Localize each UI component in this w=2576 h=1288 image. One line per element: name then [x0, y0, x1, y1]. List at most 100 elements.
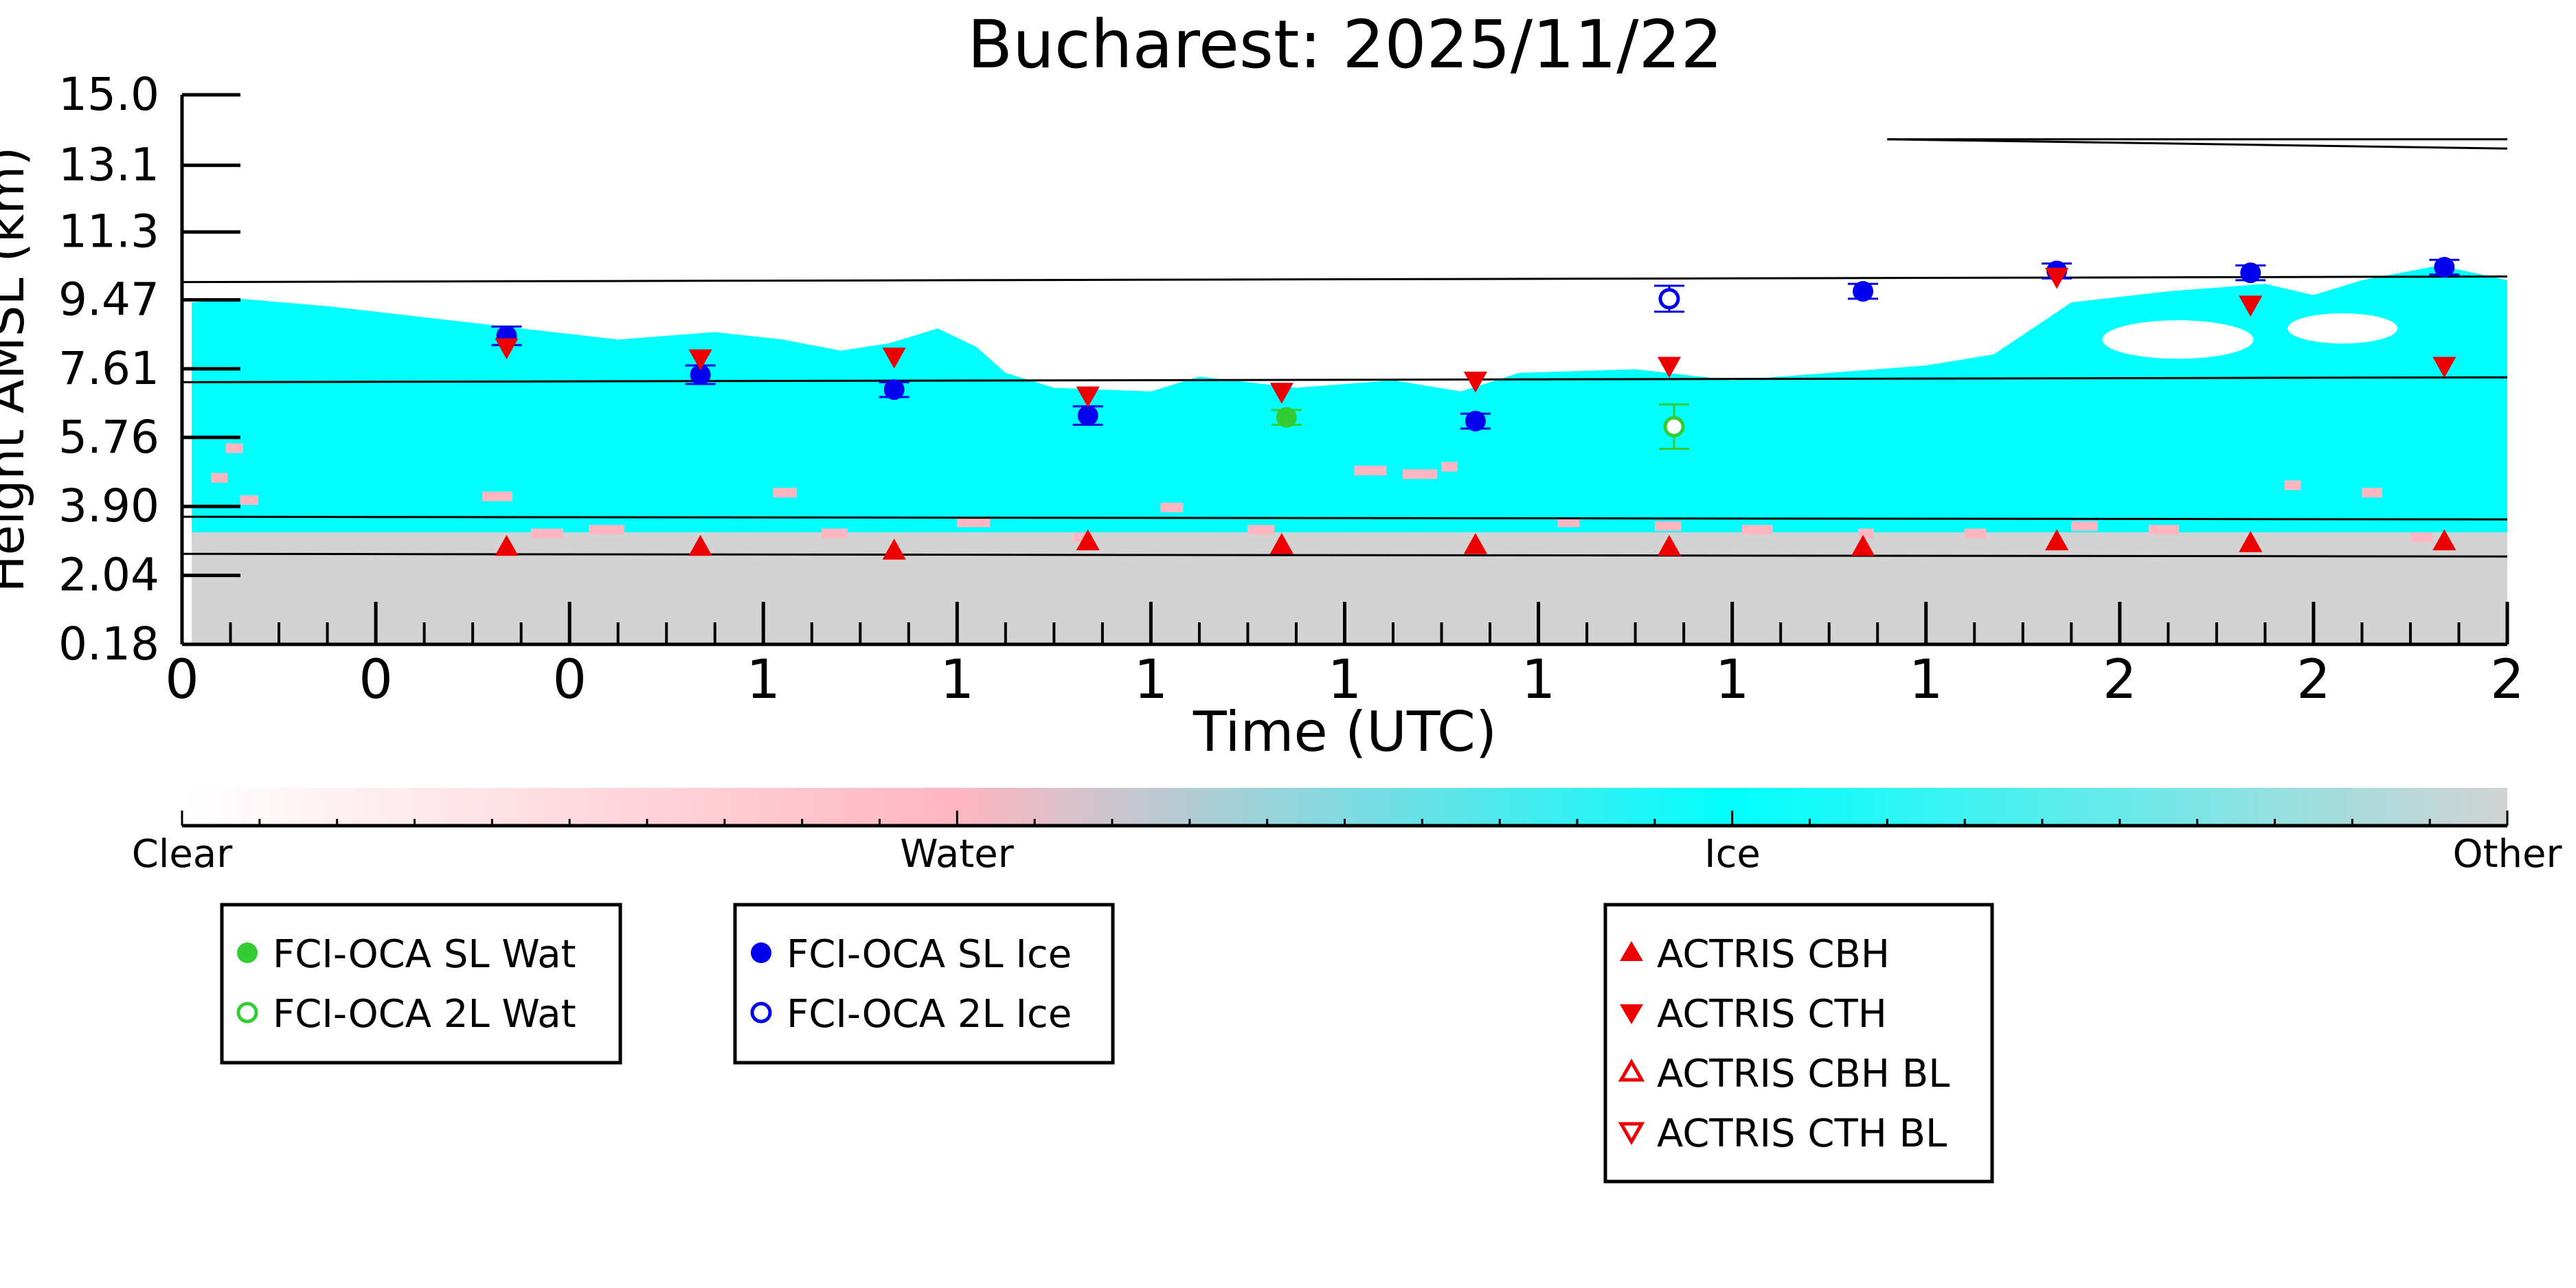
cloud-phase-background — [192, 265, 2507, 644]
x-tick-label: 1 — [1522, 649, 1556, 711]
water-speck — [1557, 517, 1580, 528]
reference-line — [182, 515, 2507, 521]
point-actris-cbh — [2432, 529, 2456, 551]
chart-title: Bucharest: 2025/11/22 — [967, 6, 1722, 83]
y-tick-label: 15.0 — [58, 68, 159, 121]
colorbar-ticks — [181, 811, 2509, 826]
point-actris-cth — [1657, 357, 1682, 379]
point-fci-oca-sl-ice — [2434, 257, 2455, 278]
legend-marker-sl-wat — [237, 942, 258, 963]
water-speck — [2410, 532, 2433, 542]
legend-box-actris — [1603, 903, 1994, 1184]
water-speck — [240, 495, 258, 505]
reference-line — [1887, 138, 2507, 150]
point-actris-cth — [882, 347, 906, 369]
water-speck — [773, 488, 798, 498]
water-speck — [482, 491, 512, 501]
water-speck — [1858, 528, 1875, 539]
y-tick-label: 3.90 — [58, 479, 159, 532]
y-tick-label: 5.76 — [58, 411, 159, 464]
x-tick-label: 1 — [940, 649, 975, 711]
x-tick-label: 2 — [2490, 649, 2524, 711]
reference-line — [182, 376, 2507, 383]
point-actris-cbh — [1463, 532, 1488, 554]
marker-layer — [491, 257, 2460, 560]
point-actris-cth — [2239, 295, 2263, 317]
point-actris-cbh — [495, 534, 519, 556]
reference-lines — [182, 138, 2507, 558]
point-fci-oca-2l-wat — [1663, 416, 1685, 438]
water-speck — [530, 528, 563, 539]
point-fci-oca-sl-ice — [1465, 411, 1486, 432]
legend-marker-cth — [1620, 1004, 1643, 1024]
legend-label-2l-ice: FCI-OCA 2L Ice — [787, 992, 1072, 1037]
x-tick-label: 1 — [1909, 649, 1943, 711]
x-tick-label: 1 — [1715, 649, 1750, 711]
legend-box-ice — [733, 903, 1115, 1065]
point-actris-cbh — [1851, 534, 1875, 556]
point-actris-cth — [1463, 372, 1488, 393]
point-fci-oca-2l-ice — [1658, 288, 1680, 310]
x-tick-label: 2 — [2103, 649, 2137, 711]
point-fci-oca-sl-ice — [883, 379, 905, 400]
point-actris-cth — [2045, 267, 2069, 289]
x-tick-label: 0 — [552, 649, 587, 711]
point-fci-oca-sl-wat — [1276, 407, 1297, 428]
x-ticks: 0 0 0 1 1 1 1 1 1 1 2 2 2 — [165, 602, 2524, 711]
water-speck — [1160, 502, 1184, 512]
y-ticks: 15.0 13.1 11.3 9.47 7.61 5.76 3.90 2.04 0.18 — [58, 68, 240, 670]
clear-gap — [2102, 320, 2254, 359]
colorbar-label-water: Water — [900, 832, 1015, 877]
water-speck — [2362, 488, 2382, 498]
water-speck — [1741, 525, 1773, 535]
colorbar: Clear Water Ice Other — [132, 788, 2562, 877]
legend-actris: ACTRIS CBH ACTRIS CTH ACTRIS CBH BL ACTR… — [1603, 903, 1994, 1184]
legend-marker-cbh — [1620, 941, 1643, 961]
point-fci-oca-sl-ice — [1853, 281, 1874, 302]
point-fci-oca-sl-ice — [2240, 262, 2261, 284]
legend-ice: FCI-OCA SL Ice FCI-OCA 2L Ice — [733, 903, 1115, 1065]
legend-water: FCI-OCA SL Wat FCI-OCA 2L Wat — [220, 903, 622, 1065]
legend-marker-cbh-bl — [1618, 1058, 1645, 1082]
ice-layer — [192, 265, 2507, 540]
y-tick-label: 9.47 — [58, 273, 159, 326]
legend-label-cth: ACTRIS CTH — [1657, 992, 1887, 1037]
legend-box-water — [220, 903, 622, 1065]
other-layer — [192, 532, 2507, 644]
reference-line — [182, 275, 2507, 284]
water-speck — [821, 528, 848, 539]
legend-label-cbh: ACTRIS CBH — [1657, 932, 1890, 977]
y-axis-label: Height AMSL (km) — [0, 147, 35, 593]
legend-label-sl-wat: FCI-OCA SL Wat — [273, 932, 576, 977]
water-speck — [1654, 521, 1682, 531]
x-tick-label: 1 — [1134, 649, 1168, 711]
x-axis-label: Time (UTC) — [1193, 700, 1497, 764]
x-tick-label: 0 — [359, 649, 393, 711]
water-speck — [1965, 528, 1986, 539]
point-actris-cth — [2432, 357, 2456, 379]
y-tick-label: 2.04 — [58, 549, 159, 602]
reference-line — [182, 552, 2507, 558]
point-actris-cbh — [2239, 531, 2263, 552]
water-speck — [957, 517, 991, 528]
legend-marker-sl-ice — [751, 942, 771, 963]
legend-label-sl-ice: FCI-OCA SL Ice — [787, 932, 1072, 977]
colorbar-label-ice: Ice — [1704, 832, 1761, 877]
point-fci-oca-sl-ice — [1077, 405, 1098, 426]
x-tick-label: 1 — [1328, 649, 1362, 711]
water-speck — [2149, 525, 2180, 535]
point-actris-cbh — [1076, 529, 1100, 551]
y-tick-label: 0.18 — [58, 618, 159, 670]
legend-label-cth-bl: ACTRIS CTH BL — [1657, 1111, 1947, 1156]
water-speck — [1403, 469, 1438, 479]
water-speck — [1247, 525, 1275, 535]
x-tick-label: 0 — [165, 649, 199, 711]
water-speck — [2071, 521, 2098, 531]
water-speck — [2284, 480, 2301, 490]
legend-marker-2l-wat — [236, 1002, 258, 1024]
clear-gap — [2287, 313, 2398, 344]
legend-marker-2l-ice — [750, 1002, 772, 1024]
x-tick-label: 1 — [746, 649, 780, 711]
y-tick-label: 13.1 — [58, 139, 159, 192]
